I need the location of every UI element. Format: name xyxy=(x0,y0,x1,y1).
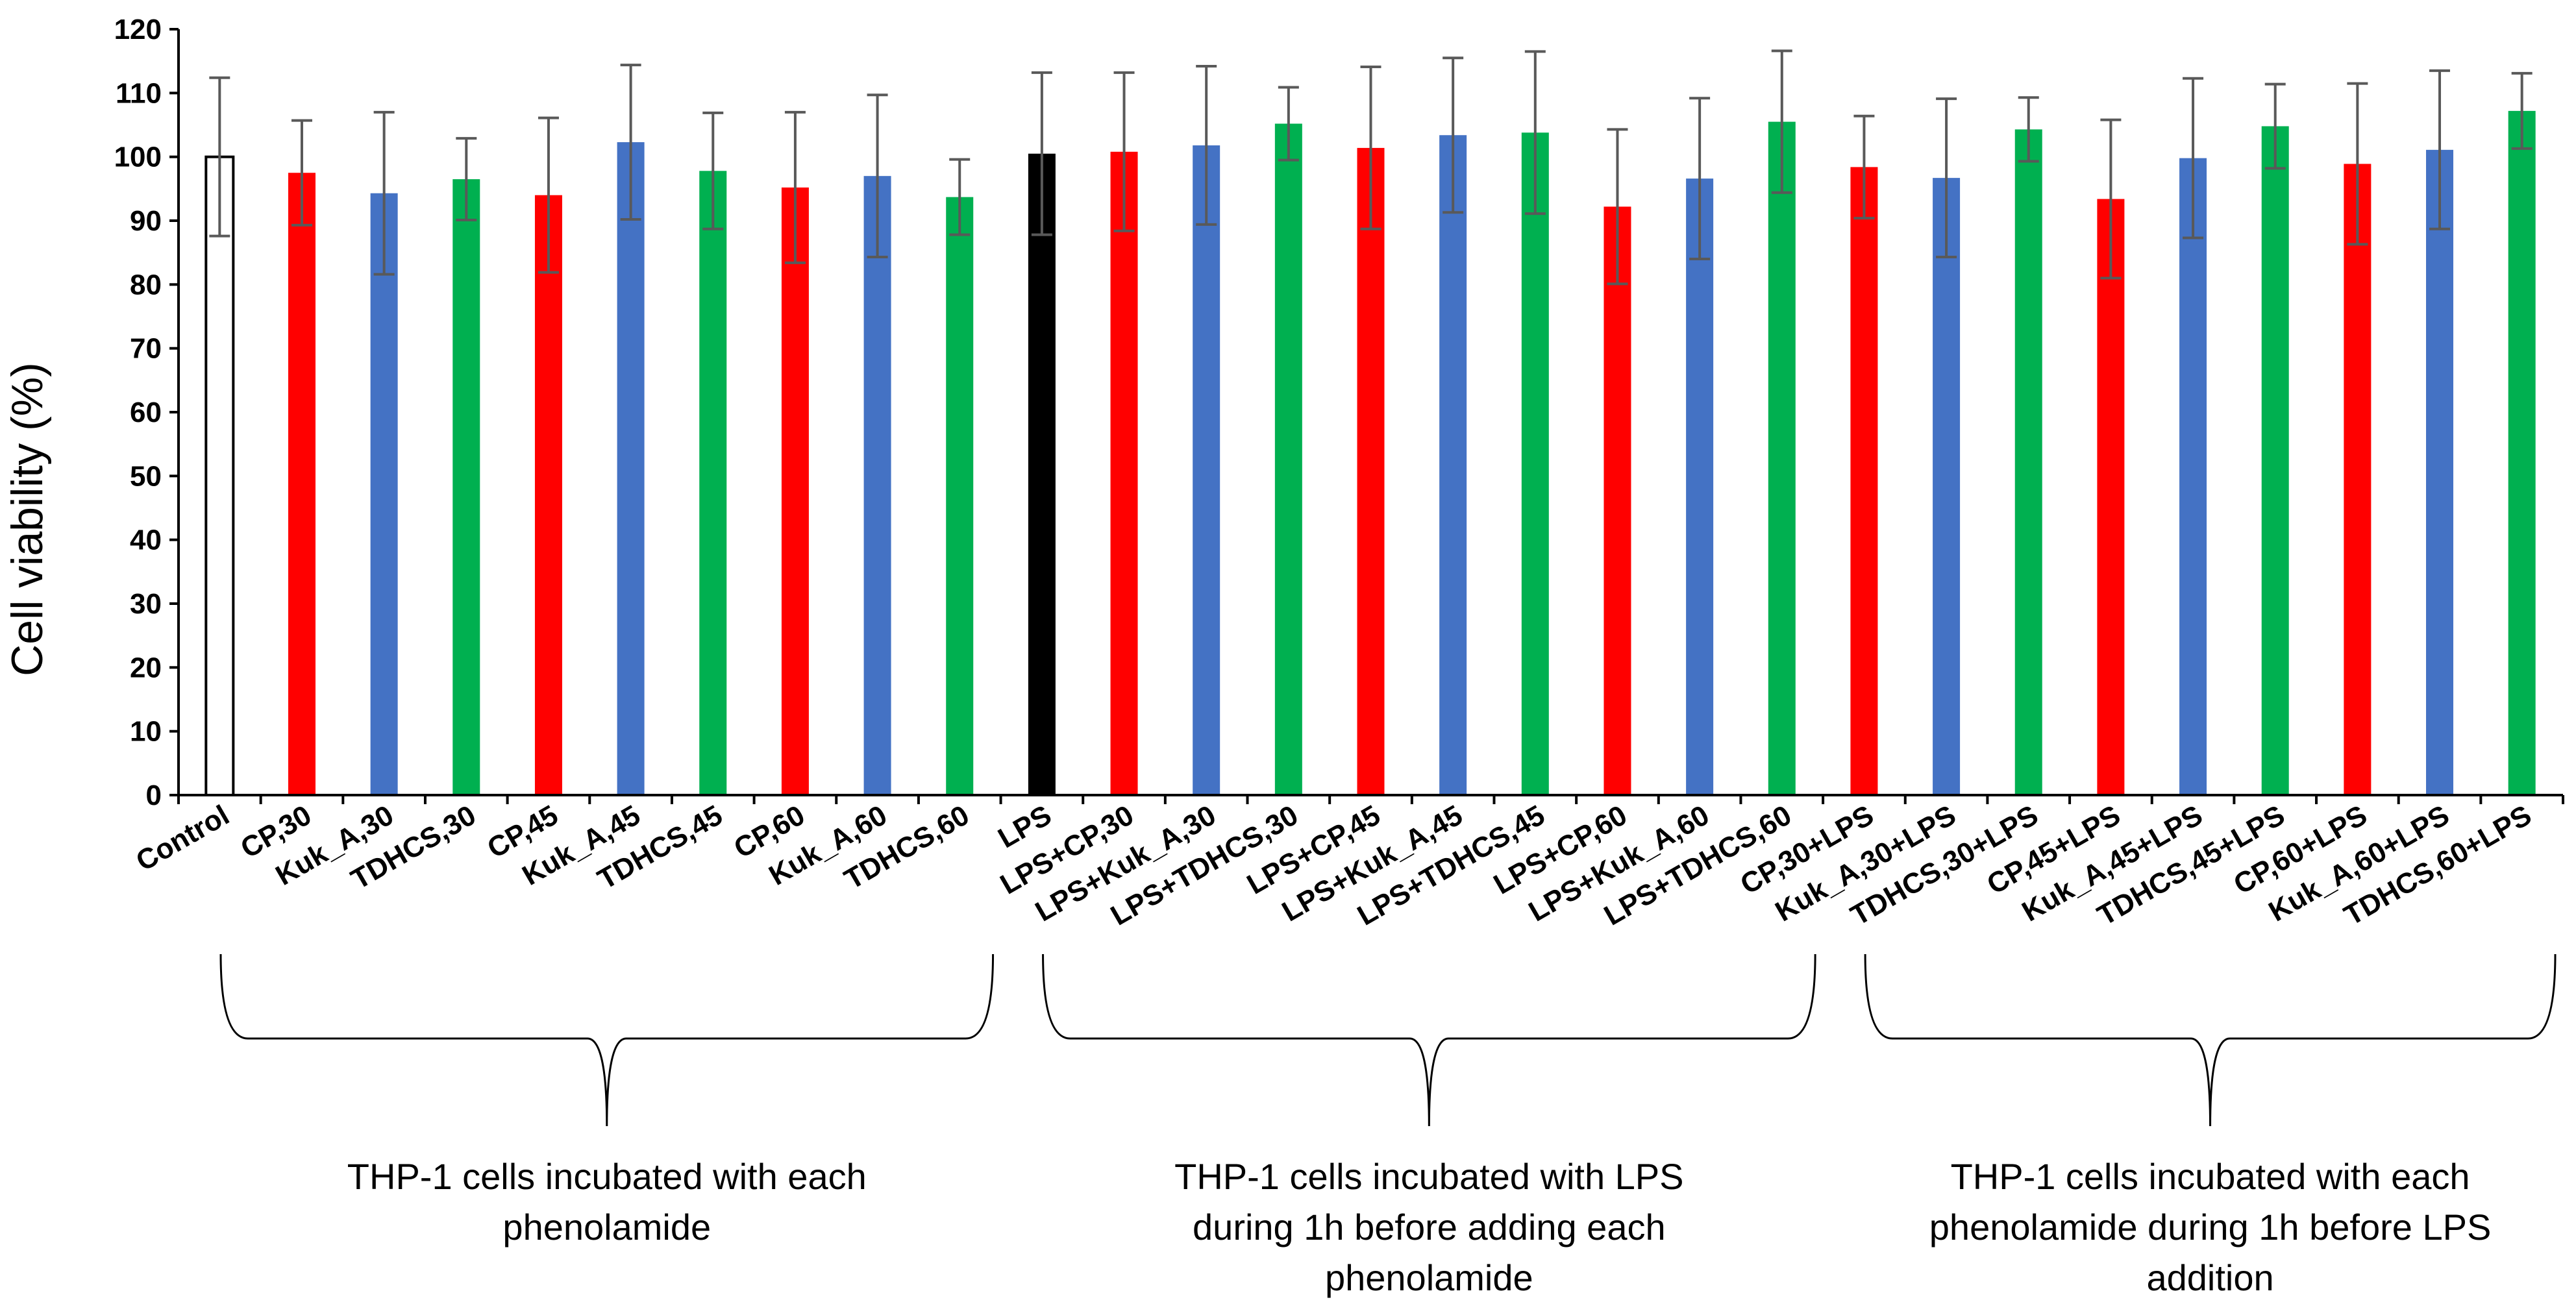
error-bar-12 xyxy=(1196,65,1217,226)
y-tick-label-6: 60 xyxy=(130,397,162,428)
error-bar-21 xyxy=(1936,97,1957,259)
error-bar-27 xyxy=(2429,69,2451,230)
error-bar-14 xyxy=(1360,66,1381,230)
bar-13 xyxy=(1274,123,1302,796)
y-tick-label-7: 70 xyxy=(130,333,162,365)
y-tick-label-12: 120 xyxy=(114,14,162,45)
error-bar-7 xyxy=(784,110,806,264)
bar-21 xyxy=(1933,178,1961,795)
y-tick-label-5: 50 xyxy=(130,460,162,492)
error-bar-22 xyxy=(2018,96,2039,163)
group-brace-1 xyxy=(1042,953,1816,1127)
error-bar-20 xyxy=(1853,114,1875,220)
error-bar-26 xyxy=(2347,82,2368,246)
bar-23 xyxy=(2097,199,2125,796)
group-label-1-line-2: phenolamide xyxy=(1325,1257,1533,1298)
bar-9 xyxy=(946,197,974,795)
y-axis-title: Cell viability (%) xyxy=(3,362,52,676)
bar-20 xyxy=(1850,167,1878,795)
group-label-1-line-1: during 1h before adding each xyxy=(1193,1207,1666,1247)
bar-27 xyxy=(2426,149,2454,796)
group-label-2-line-0: THP-1 cells incubated with each xyxy=(1951,1156,2470,1197)
error-bar-2 xyxy=(373,110,395,276)
error-bar-15 xyxy=(1443,56,1464,214)
bar-19 xyxy=(1768,121,1796,795)
error-bar-9 xyxy=(949,158,971,236)
error-bar-4 xyxy=(538,116,559,274)
group-label-0-line-0: THP-1 cells incubated with each xyxy=(347,1156,867,1197)
bar-7 xyxy=(781,187,809,795)
bar-14 xyxy=(1357,147,1385,795)
error-bar-10 xyxy=(1031,71,1052,236)
bar-17 xyxy=(1604,206,1631,795)
error-bar-0 xyxy=(209,76,230,238)
error-bar-6 xyxy=(702,111,724,230)
bar-11 xyxy=(1110,151,1138,796)
error-bar-3 xyxy=(456,137,477,222)
bars-layer xyxy=(204,110,2536,796)
error-bar-11 xyxy=(1113,71,1135,232)
error-bar-1 xyxy=(291,119,312,227)
bar-24 xyxy=(2179,158,2207,796)
error-bar-25 xyxy=(2264,82,2286,170)
y-tick-label-11: 110 xyxy=(116,77,162,109)
error-bars-layer xyxy=(209,49,2533,286)
bar-25 xyxy=(2261,126,2289,795)
group-labels-layer: THP-1 cells incubated with each phenolami… xyxy=(347,1156,2492,1298)
bar-18 xyxy=(1686,178,1714,796)
bar-4 xyxy=(534,195,562,796)
group-label-2-line-2: addition xyxy=(2146,1257,2273,1298)
error-bar-28 xyxy=(2511,71,2533,150)
bar-1 xyxy=(288,173,316,795)
error-bar-24 xyxy=(2183,77,2204,240)
y-tick-label-2: 20 xyxy=(130,652,162,683)
group-label-1-line-0: THP-1 cells incubated with LPS xyxy=(1174,1156,1683,1197)
error-bar-17 xyxy=(1607,128,1628,286)
bar-0 xyxy=(204,155,235,796)
bar-8 xyxy=(863,176,891,796)
error-bar-18 xyxy=(1689,97,1711,260)
error-bar-16 xyxy=(1524,50,1546,215)
error-bar-23 xyxy=(2100,118,2122,280)
bar-26 xyxy=(2344,164,2372,795)
group-brace-2 xyxy=(1864,953,2557,1127)
group-braces-layer xyxy=(219,953,2557,1127)
group-brace-0 xyxy=(219,953,995,1127)
bar-6 xyxy=(699,171,727,795)
error-bar-19 xyxy=(1771,49,1792,194)
bar-22 xyxy=(2014,129,2042,796)
bar-3 xyxy=(452,179,480,795)
y-tick-label-1: 10 xyxy=(130,716,162,748)
bar-5 xyxy=(617,142,645,796)
bar-15 xyxy=(1439,135,1467,795)
y-ticks-layer: 0 10 20 30 40 50 60 70 80 90 100 110 120 xyxy=(114,14,179,811)
bar-16 xyxy=(1521,132,1549,796)
bar-10 xyxy=(1028,153,1056,795)
group-label-2-line-1: phenolamide during 1h before LPS xyxy=(1929,1207,2492,1247)
y-tick-label-0: 0 xyxy=(146,780,162,811)
error-bar-8 xyxy=(867,93,888,259)
y-tick-label-10: 100 xyxy=(114,141,162,173)
error-bar-13 xyxy=(1278,86,1299,162)
y-tick-label-3: 30 xyxy=(130,588,162,620)
y-tick-label-8: 80 xyxy=(130,269,162,301)
error-bar-5 xyxy=(620,64,641,221)
y-tick-label-4: 40 xyxy=(130,524,162,556)
group-label-0-line-1: phenolamide xyxy=(502,1207,711,1247)
bar-12 xyxy=(1193,145,1220,795)
bar-2 xyxy=(370,193,398,795)
bar-28 xyxy=(2508,110,2536,795)
y-tick-label-9: 90 xyxy=(130,205,162,237)
